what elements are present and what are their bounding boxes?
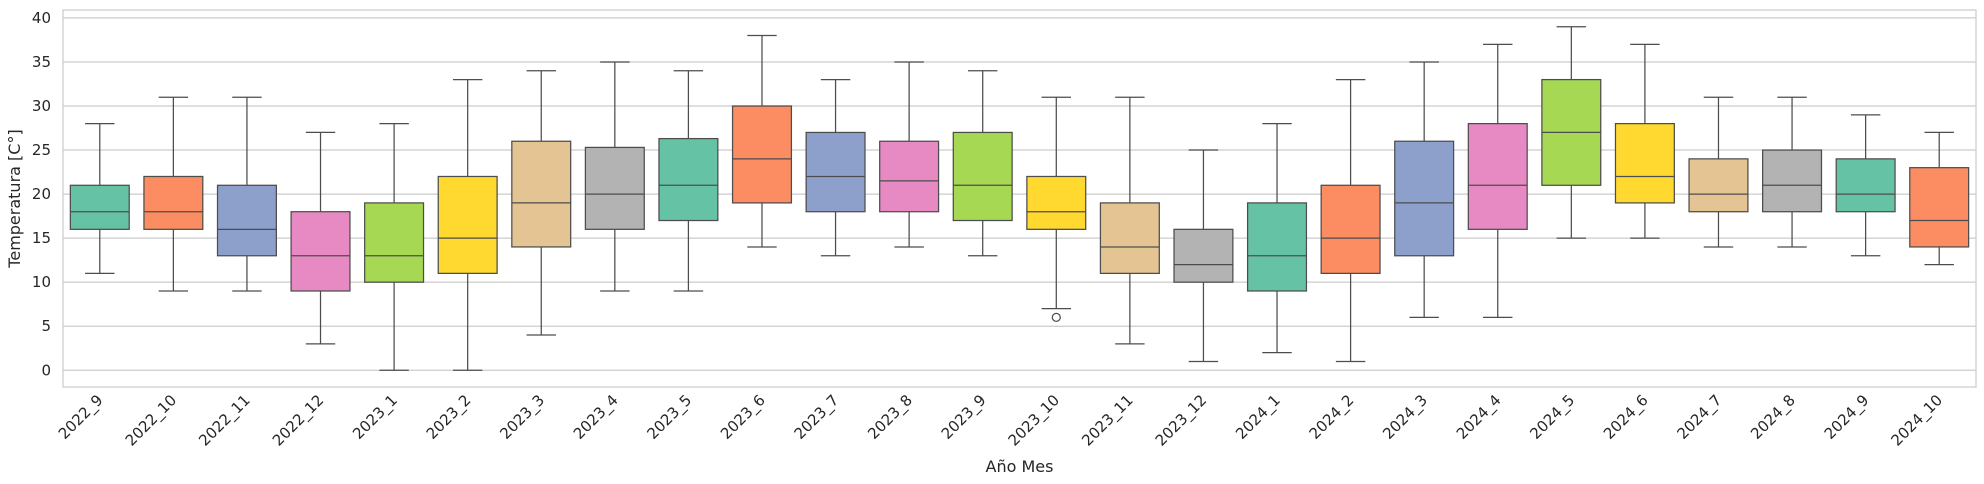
iqr-box (658, 137, 719, 222)
box-2022_12 (290, 131, 351, 345)
plot-area-frame (62, 9, 1977, 388)
y-tick-label: 35 (32, 53, 51, 71)
box-2022_10 (143, 96, 204, 292)
iqr-box (437, 175, 498, 274)
box-2023_11 (1099, 96, 1160, 345)
box-2024_6 (1614, 43, 1675, 239)
iqr-box (1909, 167, 1970, 248)
box-2023_5 (658, 70, 719, 292)
y-tick-label: 5 (41, 317, 51, 335)
box-2023_12 (1173, 149, 1234, 363)
iqr-box (1246, 202, 1308, 292)
box-2024_3 (1394, 61, 1455, 319)
outlier-point (1051, 312, 1061, 323)
box-2023_4 (584, 61, 645, 292)
y-tick-label: 20 (32, 185, 51, 203)
box-2024_2 (1320, 78, 1381, 363)
box-2023_9 (952, 70, 1013, 257)
box-2023_7 (805, 78, 866, 257)
box-2024_7 (1688, 96, 1749, 248)
boxes (69, 26, 1970, 371)
box-2023_1 (364, 123, 425, 371)
iqr-box (584, 146, 645, 230)
iqr-box (1099, 202, 1160, 274)
box-2023_6 (731, 34, 793, 248)
iqr-box (216, 184, 277, 257)
iqr-box (952, 131, 1013, 222)
iqr-box (143, 175, 204, 230)
iqr-box (290, 211, 351, 292)
iqr-box (1173, 228, 1234, 283)
y-tick-label: 0 (41, 361, 51, 379)
x-axis-label: Año Mes (986, 457, 1054, 476)
box-2022_9 (69, 123, 130, 274)
y-tick-label: 15 (32, 229, 51, 247)
iqr-box (879, 140, 940, 213)
iqr-box (731, 105, 793, 204)
box-2024_1 (1246, 123, 1308, 354)
iqr-box (1467, 123, 1528, 230)
box-2024_4 (1467, 43, 1528, 319)
box-2023_3 (511, 70, 572, 336)
iqr-box (511, 140, 572, 248)
iqr-box (1026, 175, 1087, 230)
iqr-box (1762, 149, 1823, 213)
box-2024_10 (1909, 131, 1970, 266)
y-tick-labels: 0 5 10 15 20 25 30 35 40 (32, 9, 51, 379)
box-2024_8 (1762, 96, 1823, 248)
iqr-box (805, 131, 866, 213)
y-tick-label: 30 (32, 97, 51, 115)
iqr-box (1835, 158, 1896, 213)
iqr-box (69, 184, 130, 230)
box-2024_5 (1541, 26, 1602, 239)
box-2024_9 (1835, 114, 1896, 257)
y-axis-label: Temperatura [C°] (5, 129, 24, 268)
y-tick-label: 25 (32, 141, 51, 159)
box-2023_10 (1026, 96, 1087, 323)
iqr-box (1320, 184, 1381, 274)
iqr-box (1394, 140, 1455, 257)
y-tick-label: 40 (32, 9, 51, 27)
iqr-box (1688, 158, 1749, 213)
iqr-box (364, 202, 425, 283)
iqr-box (1614, 123, 1675, 204)
y-tick-label: 10 (32, 273, 51, 291)
box-2022_11 (216, 96, 277, 292)
box-2023_8 (879, 61, 940, 248)
box-2023_2 (437, 78, 498, 371)
